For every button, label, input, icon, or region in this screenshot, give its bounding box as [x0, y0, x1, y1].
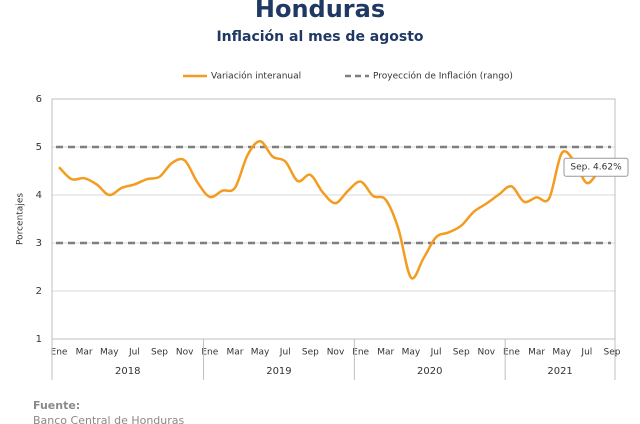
y-tick-label: 2 [36, 286, 42, 297]
chart-subtitle: Inflación al mes de agosto [216, 29, 423, 45]
x-tick-label: Sep [151, 348, 168, 358]
legend-label: Proyección de Inflación (rango) [373, 71, 513, 82]
y-tick-label: 6 [36, 94, 42, 105]
y-tick-label: 5 [36, 142, 42, 153]
y-tick-label: 4 [36, 190, 42, 201]
chart-title: Honduras [255, 0, 385, 23]
x-tick-label: Ene [201, 348, 218, 358]
series-line [58, 139, 613, 280]
x-tick-label: Ene [503, 348, 520, 358]
source: Banco Central de Honduras [33, 414, 185, 424]
x-tick-label: Jul [580, 348, 592, 358]
y-tick-label: 3 [36, 238, 42, 249]
value-label: Sep. 4.62% [570, 163, 622, 173]
x-tick-label: Nov [478, 348, 496, 358]
source-label: Fuente: [33, 399, 80, 412]
x-tick-label: May [100, 348, 119, 358]
x-tick-label: Nov [327, 348, 345, 358]
legend-label: Variación interanual [211, 71, 301, 82]
year-label: 2019 [266, 366, 291, 377]
x-tick-label: Jul [279, 348, 291, 358]
x-tick-label: Sep [453, 348, 470, 358]
y-axis-label: Porcentajes [16, 193, 26, 245]
y-tick-label: 1 [36, 334, 42, 345]
plot-border [51, 98, 616, 340]
x-tick-label: Mar [377, 348, 394, 358]
x-tick-label: Jul [128, 348, 140, 358]
x-tick-label: May [251, 348, 270, 358]
x-tick-label: May [552, 348, 571, 358]
x-tick-label: Sep [302, 348, 319, 358]
x-tick-label: Mar [76, 348, 93, 358]
year-label: 2021 [547, 366, 572, 377]
x-tick-label: Jul [430, 348, 442, 358]
value-label-box [563, 157, 629, 177]
x-tick-label: Ene [51, 348, 68, 358]
x-tick-label: Mar [226, 348, 243, 358]
x-tick-label: Nov [176, 348, 194, 358]
x-tick-label: Ene [352, 348, 369, 358]
year-label: 2018 [115, 366, 140, 377]
x-tick-label: Sep [604, 348, 621, 358]
x-tick-label: Mar [528, 348, 545, 358]
x-tick-label: May [402, 348, 421, 358]
year-label: 2020 [417, 366, 442, 377]
